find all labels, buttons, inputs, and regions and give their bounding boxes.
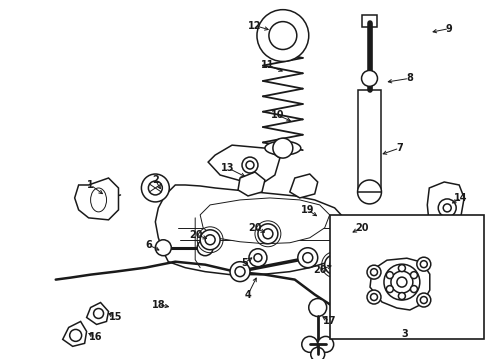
Circle shape bbox=[325, 255, 344, 275]
Circle shape bbox=[249, 249, 267, 267]
Polygon shape bbox=[208, 145, 280, 185]
Circle shape bbox=[386, 272, 393, 279]
Circle shape bbox=[148, 181, 162, 195]
Polygon shape bbox=[427, 182, 464, 232]
Circle shape bbox=[142, 174, 169, 202]
Text: 15: 15 bbox=[109, 312, 122, 323]
Circle shape bbox=[344, 229, 355, 239]
Circle shape bbox=[302, 336, 318, 352]
Circle shape bbox=[273, 138, 293, 158]
Circle shape bbox=[269, 22, 297, 50]
Circle shape bbox=[230, 262, 250, 282]
Circle shape bbox=[246, 161, 254, 169]
Circle shape bbox=[330, 260, 340, 270]
Circle shape bbox=[420, 261, 427, 268]
Circle shape bbox=[443, 204, 451, 212]
Text: 13: 13 bbox=[221, 163, 235, 173]
Polygon shape bbox=[200, 198, 330, 244]
Circle shape bbox=[318, 336, 334, 352]
Circle shape bbox=[370, 293, 377, 301]
Text: 17: 17 bbox=[323, 316, 337, 327]
Text: 5: 5 bbox=[242, 258, 248, 268]
Text: 7: 7 bbox=[396, 143, 403, 153]
Circle shape bbox=[94, 309, 103, 319]
Circle shape bbox=[398, 265, 405, 272]
Circle shape bbox=[411, 285, 417, 293]
Bar bbox=[358, 90, 382, 190]
Polygon shape bbox=[370, 258, 430, 310]
Text: 6: 6 bbox=[145, 240, 152, 250]
Polygon shape bbox=[87, 302, 108, 324]
Circle shape bbox=[155, 240, 172, 256]
Text: 16: 16 bbox=[89, 332, 102, 342]
Polygon shape bbox=[63, 321, 87, 346]
Text: 20: 20 bbox=[248, 223, 262, 233]
Polygon shape bbox=[74, 178, 119, 220]
Circle shape bbox=[386, 285, 393, 293]
Circle shape bbox=[362, 71, 377, 86]
Circle shape bbox=[367, 290, 381, 304]
Text: 4: 4 bbox=[245, 289, 251, 300]
Text: 10: 10 bbox=[271, 110, 285, 120]
Circle shape bbox=[391, 271, 413, 293]
Circle shape bbox=[205, 235, 215, 245]
Text: 8: 8 bbox=[406, 73, 413, 84]
Text: 9: 9 bbox=[446, 24, 453, 33]
Bar bbox=[362, 15, 377, 27]
Circle shape bbox=[235, 267, 245, 276]
Text: 3: 3 bbox=[401, 329, 408, 339]
Circle shape bbox=[258, 224, 278, 244]
Polygon shape bbox=[155, 185, 349, 275]
Circle shape bbox=[242, 157, 258, 173]
Text: 2: 2 bbox=[152, 175, 159, 185]
Circle shape bbox=[367, 265, 381, 279]
Polygon shape bbox=[238, 172, 265, 196]
Text: 20: 20 bbox=[190, 230, 203, 240]
Circle shape bbox=[438, 199, 456, 217]
Text: 1: 1 bbox=[87, 180, 94, 190]
Text: 19: 19 bbox=[301, 205, 315, 215]
Text: 14: 14 bbox=[454, 193, 468, 203]
Circle shape bbox=[398, 293, 405, 300]
Text: 20: 20 bbox=[313, 265, 326, 275]
Bar bbox=[330, 215, 484, 339]
Ellipse shape bbox=[265, 141, 301, 155]
Circle shape bbox=[197, 240, 213, 256]
Circle shape bbox=[311, 347, 325, 360]
Ellipse shape bbox=[91, 188, 106, 212]
Circle shape bbox=[70, 329, 82, 341]
Circle shape bbox=[411, 272, 417, 279]
Text: 20: 20 bbox=[355, 223, 368, 233]
Circle shape bbox=[254, 254, 262, 262]
Circle shape bbox=[257, 10, 309, 62]
Circle shape bbox=[370, 269, 377, 276]
Text: 11: 11 bbox=[261, 60, 275, 71]
Circle shape bbox=[417, 257, 431, 271]
Circle shape bbox=[309, 298, 327, 316]
Text: 18: 18 bbox=[151, 300, 165, 310]
Circle shape bbox=[384, 264, 420, 300]
Circle shape bbox=[200, 230, 220, 250]
Text: 12: 12 bbox=[248, 21, 262, 31]
Circle shape bbox=[303, 253, 313, 263]
Circle shape bbox=[417, 293, 431, 307]
Polygon shape bbox=[290, 174, 318, 198]
Circle shape bbox=[340, 224, 360, 244]
Circle shape bbox=[397, 277, 407, 287]
Circle shape bbox=[298, 248, 318, 268]
Circle shape bbox=[358, 180, 382, 204]
Circle shape bbox=[420, 297, 427, 303]
Circle shape bbox=[263, 229, 273, 239]
